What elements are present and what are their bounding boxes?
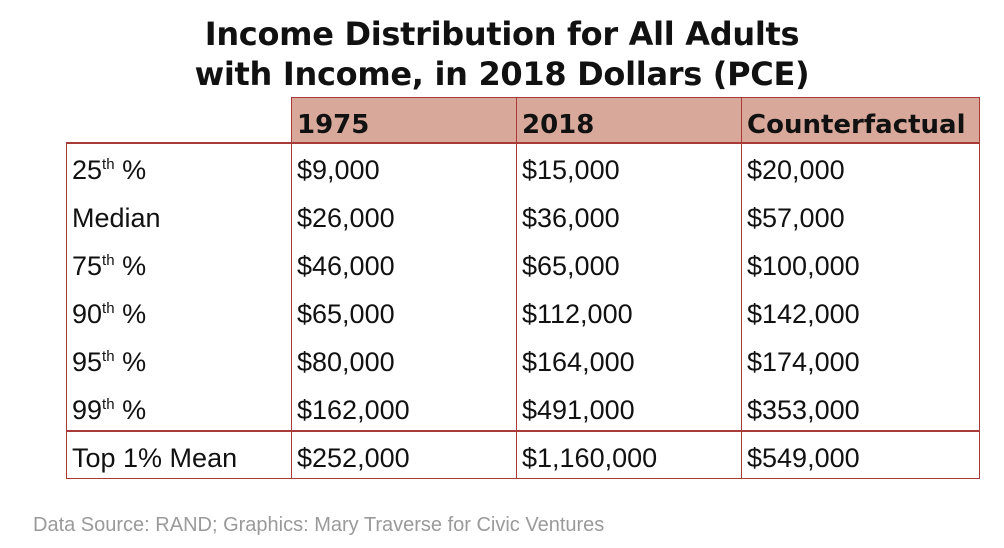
value-cell: $20,000 [741, 143, 980, 190]
chart-title: Income Distribution for All Adults with … [0, 14, 1004, 94]
value-cell: $174,000 [741, 334, 980, 382]
column-header: Counterfactual [741, 97, 980, 144]
table-footer-row: Top 1% Mean $252,000 $1,160,000 $549,000 [66, 430, 980, 479]
row-label-superscript: th [102, 300, 115, 317]
row-label-text: 90 [72, 299, 103, 329]
value-cell: $80,000 [291, 334, 517, 382]
table-row: 99th % $162,000 $491,000 $353,000 [66, 382, 980, 432]
value-cell: $65,000 [291, 286, 517, 334]
row-label-suffix: % [114, 347, 147, 377]
row-label: Median [66, 190, 292, 238]
value-cell: $162,000 [291, 382, 517, 432]
table-body: 25th % $9,000 $15,000 $20,000 Median $26,000 $… [66, 143, 980, 479]
value-cell: $57,000 [741, 190, 980, 238]
value-cell: $26,000 [291, 190, 517, 238]
table-row: 90th % $65,000 $112,000 $142,000 [66, 286, 980, 334]
value-cell: $142,000 [741, 286, 980, 334]
value-cell: $15,000 [516, 143, 742, 190]
table-row: 25th % $9,000 $15,000 $20,000 [66, 143, 980, 190]
row-label-text: Median [72, 203, 161, 233]
row-label: 90th % [66, 286, 292, 334]
row-label-suffix: % [114, 395, 147, 425]
income-table: 1975 2018 Counterfactual 25th % $9,000 $15… [66, 97, 980, 479]
row-label-suffix: % [114, 251, 147, 281]
value-cell: $9,000 [291, 143, 517, 190]
header-row: 1975 2018 Counterfactual [66, 97, 980, 144]
row-label-superscript: th [102, 252, 115, 269]
title-line-2: with Income, in 2018 Dollars (PCE) [194, 55, 810, 93]
row-label: 95th % [66, 334, 292, 382]
value-cell: $36,000 [516, 190, 742, 238]
row-label-superscript: th [102, 396, 115, 413]
row-label: 25th % [66, 143, 292, 190]
column-header: 2018 [516, 97, 742, 144]
value-cell: $112,000 [516, 286, 742, 334]
row-label-text: Top 1% Mean [72, 443, 238, 473]
value-cell: $549,000 [741, 430, 980, 479]
value-cell: $491,000 [516, 382, 742, 432]
row-label-text: 95 [72, 347, 103, 377]
value-cell: $164,000 [516, 334, 742, 382]
value-cell: $46,000 [291, 238, 517, 286]
row-label-suffix: % [114, 155, 147, 185]
row-label: 75th % [66, 238, 292, 286]
row-label-superscript: th [102, 348, 115, 365]
row-label: 99th % [66, 382, 292, 432]
header-blank-cell [66, 97, 292, 144]
value-cell: $252,000 [291, 430, 517, 479]
row-label-text: 75 [72, 251, 103, 281]
row-label-superscript: th [102, 156, 115, 173]
column-header: 1975 [291, 97, 517, 144]
value-cell: $353,000 [741, 382, 980, 432]
value-cell: $100,000 [741, 238, 980, 286]
row-label-suffix: % [114, 299, 147, 329]
table-row: 95th % $80,000 $164,000 $174,000 [66, 334, 980, 382]
row-label-text: 99 [72, 395, 103, 425]
data-source-note: Data Source: RAND; Graphics: Mary Traver… [33, 514, 605, 536]
table-row: 75th % $46,000 $65,000 $100,000 [66, 238, 980, 286]
row-label-text: 25 [72, 155, 103, 185]
title-line-1: Income Distribution for All Adults [204, 15, 800, 53]
table-row: Median $26,000 $36,000 $57,000 [66, 190, 980, 238]
value-cell: $65,000 [516, 238, 742, 286]
value-cell: $1,160,000 [516, 430, 742, 479]
row-label: Top 1% Mean [66, 430, 292, 479]
